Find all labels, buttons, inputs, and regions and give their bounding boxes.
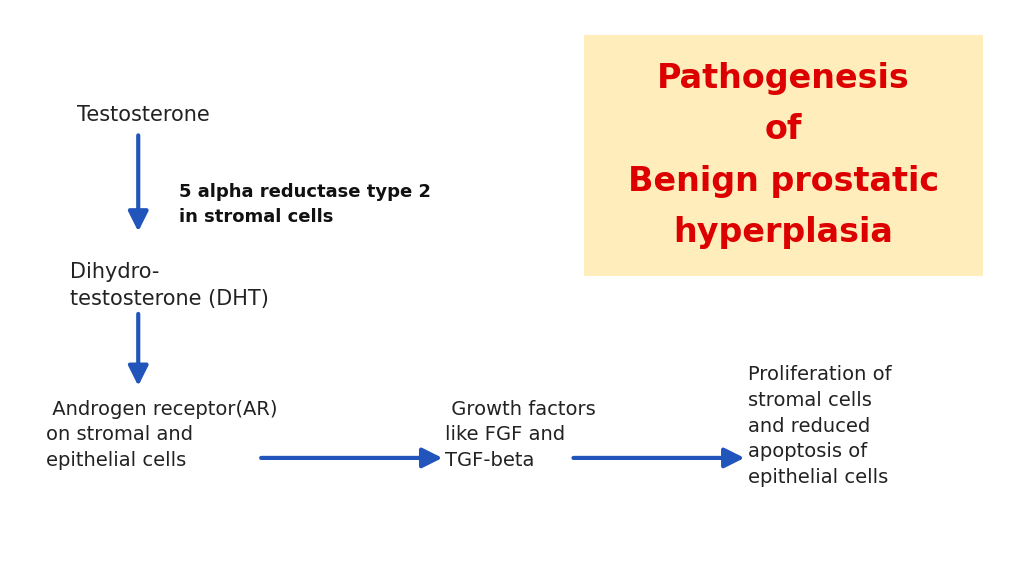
Text: Androgen receptor(AR)
on stromal and
epithelial cells: Androgen receptor(AR) on stromal and epi… xyxy=(46,400,278,470)
Text: Dihydro-
testosterone (DHT): Dihydro- testosterone (DHT) xyxy=(70,262,268,309)
Text: 5 alpha reductase type 2
in stromal cells: 5 alpha reductase type 2 in stromal cell… xyxy=(179,183,431,226)
Text: Pathogenesis
of
Benign prostatic
hyperplasia: Pathogenesis of Benign prostatic hyperpl… xyxy=(628,62,939,249)
Text: Testosterone: Testosterone xyxy=(77,105,210,125)
FancyBboxPatch shape xyxy=(584,35,983,276)
Text: Proliferation of
stromal cells
and reduced
apoptosis of
epithelial cells: Proliferation of stromal cells and reduc… xyxy=(748,365,891,487)
Text: Growth factors
like FGF and
TGF-beta: Growth factors like FGF and TGF-beta xyxy=(445,400,596,470)
